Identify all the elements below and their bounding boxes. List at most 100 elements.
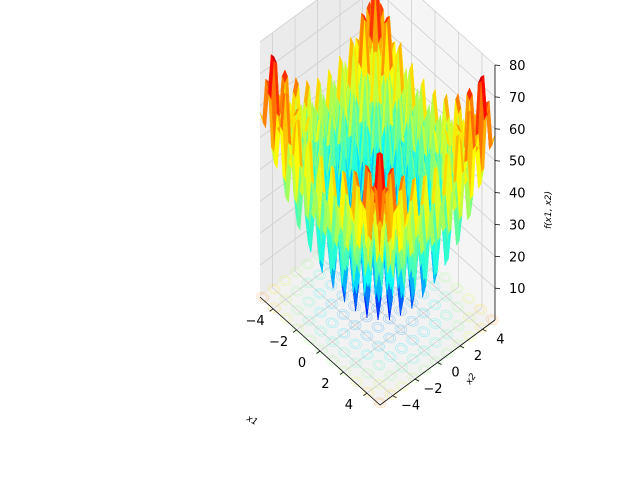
- z-tick-label: 20: [509, 250, 526, 265]
- contour-ring: [289, 266, 303, 278]
- contour-ring: [293, 306, 302, 314]
- contour-ring: [351, 340, 360, 348]
- contour-ring: [396, 325, 406, 334]
- contour-ring: [363, 388, 373, 396]
- contour-ring: [375, 380, 384, 388]
- contour-ring: [442, 330, 452, 338]
- contour-ring: [363, 369, 373, 378]
- contour-ring: [441, 292, 451, 301]
- contour-ring: [267, 283, 281, 295]
- contour-ring: [303, 279, 313, 287]
- contour-ring: [301, 258, 315, 270]
- y-axis-label: x2: [464, 372, 479, 388]
- y-tick-label: 4: [496, 332, 504, 347]
- contour-ring: [281, 295, 291, 304]
- contour-ring: [438, 272, 452, 283]
- contour-ring: [359, 292, 373, 304]
- contour-ring: [314, 344, 328, 356]
- contour-ring: [382, 313, 396, 325]
- contour-ring: [347, 281, 361, 293]
- side-gridline-z: [259, 0, 361, 75]
- z-tick: [494, 160, 501, 162]
- z-tick-label: 40: [509, 187, 526, 202]
- x-tick-label: 0: [298, 356, 306, 371]
- contour-ring: [340, 367, 350, 375]
- contour-ring: [326, 355, 340, 366]
- contour-ring: [429, 336, 443, 348]
- y-tick-label: 2: [474, 349, 482, 364]
- contour-ring: [278, 275, 292, 287]
- x-tick: [363, 392, 368, 397]
- contour-ring: [336, 290, 350, 302]
- contour-ring: [258, 293, 268, 301]
- contour-ring: [440, 347, 454, 359]
- x-tick: [316, 350, 321, 354]
- z-tick: [494, 223, 501, 226]
- contour-ring: [429, 355, 443, 367]
- contour-ring: [352, 377, 361, 386]
- x-tick: [269, 308, 274, 312]
- contour-ring: [315, 289, 325, 298]
- contour-ring: [462, 293, 476, 305]
- z-tick: [494, 128, 501, 130]
- contour-ring: [396, 307, 405, 315]
- contour-ring: [406, 353, 420, 365]
- contour-ring: [315, 270, 324, 279]
- contour-ring: [304, 316, 314, 325]
- contour-ring: [440, 328, 454, 340]
- contour-ring: [384, 315, 394, 323]
- contour-ring: [362, 331, 372, 340]
- y-tick-label: 0: [451, 366, 459, 381]
- contour-ring: [339, 348, 349, 356]
- contour-ring: [360, 330, 374, 342]
- surface-facet: [376, 220, 383, 231]
- contour-ring: [408, 355, 418, 363]
- back-gridline-z: [386, 0, 496, 98]
- y-tick: [459, 345, 465, 349]
- floor-gridline-y: [272, 287, 393, 397]
- contour-ring: [395, 361, 409, 373]
- contour-ring: [407, 372, 421, 384]
- contour-ring: [395, 380, 409, 392]
- z-tick-label: 60: [509, 123, 526, 138]
- contour-ring: [441, 311, 451, 319]
- contour-ring: [336, 309, 350, 321]
- contour-ring: [429, 282, 439, 290]
- contour-ring: [408, 336, 418, 344]
- contour-ring: [415, 269, 429, 281]
- z-axis-label: f(x1, x2): [544, 191, 554, 229]
- contour-ring: [316, 346, 326, 354]
- contour-ring: [312, 250, 326, 262]
- contour-ring: [372, 359, 386, 371]
- z-tick: [494, 64, 501, 66]
- contour-ring: [361, 386, 375, 398]
- contour-ring: [371, 303, 384, 314]
- contour-ring: [326, 336, 340, 348]
- contour-ring: [361, 367, 375, 379]
- contour-ring: [407, 298, 417, 307]
- contour-ring: [428, 318, 442, 329]
- contour-ring: [350, 302, 359, 310]
- contour-ring: [302, 296, 316, 308]
- contour-ring: [418, 290, 428, 298]
- contour-ring: [325, 317, 339, 329]
- x-tick: [339, 371, 344, 375]
- contour-ring: [281, 314, 291, 323]
- contour-ring: [407, 317, 417, 325]
- contour-ring: [373, 323, 383, 332]
- contour-ring: [374, 342, 383, 350]
- contour-ring: [313, 306, 327, 318]
- contour-ring: [383, 332, 397, 344]
- contour-ring: [386, 371, 396, 380]
- z-tick-label: 50: [509, 155, 526, 170]
- contour-ring: [270, 304, 279, 312]
- contour-ring: [339, 329, 349, 338]
- contour-ring: [453, 322, 463, 330]
- contour-ring: [301, 277, 315, 289]
- contour-ring: [312, 269, 326, 281]
- contour-ring: [279, 312, 293, 324]
- contour-ring: [348, 300, 362, 312]
- contour-ring: [328, 338, 337, 346]
- side-gridline-z: [259, 20, 376, 107]
- contour-ring: [292, 287, 302, 295]
